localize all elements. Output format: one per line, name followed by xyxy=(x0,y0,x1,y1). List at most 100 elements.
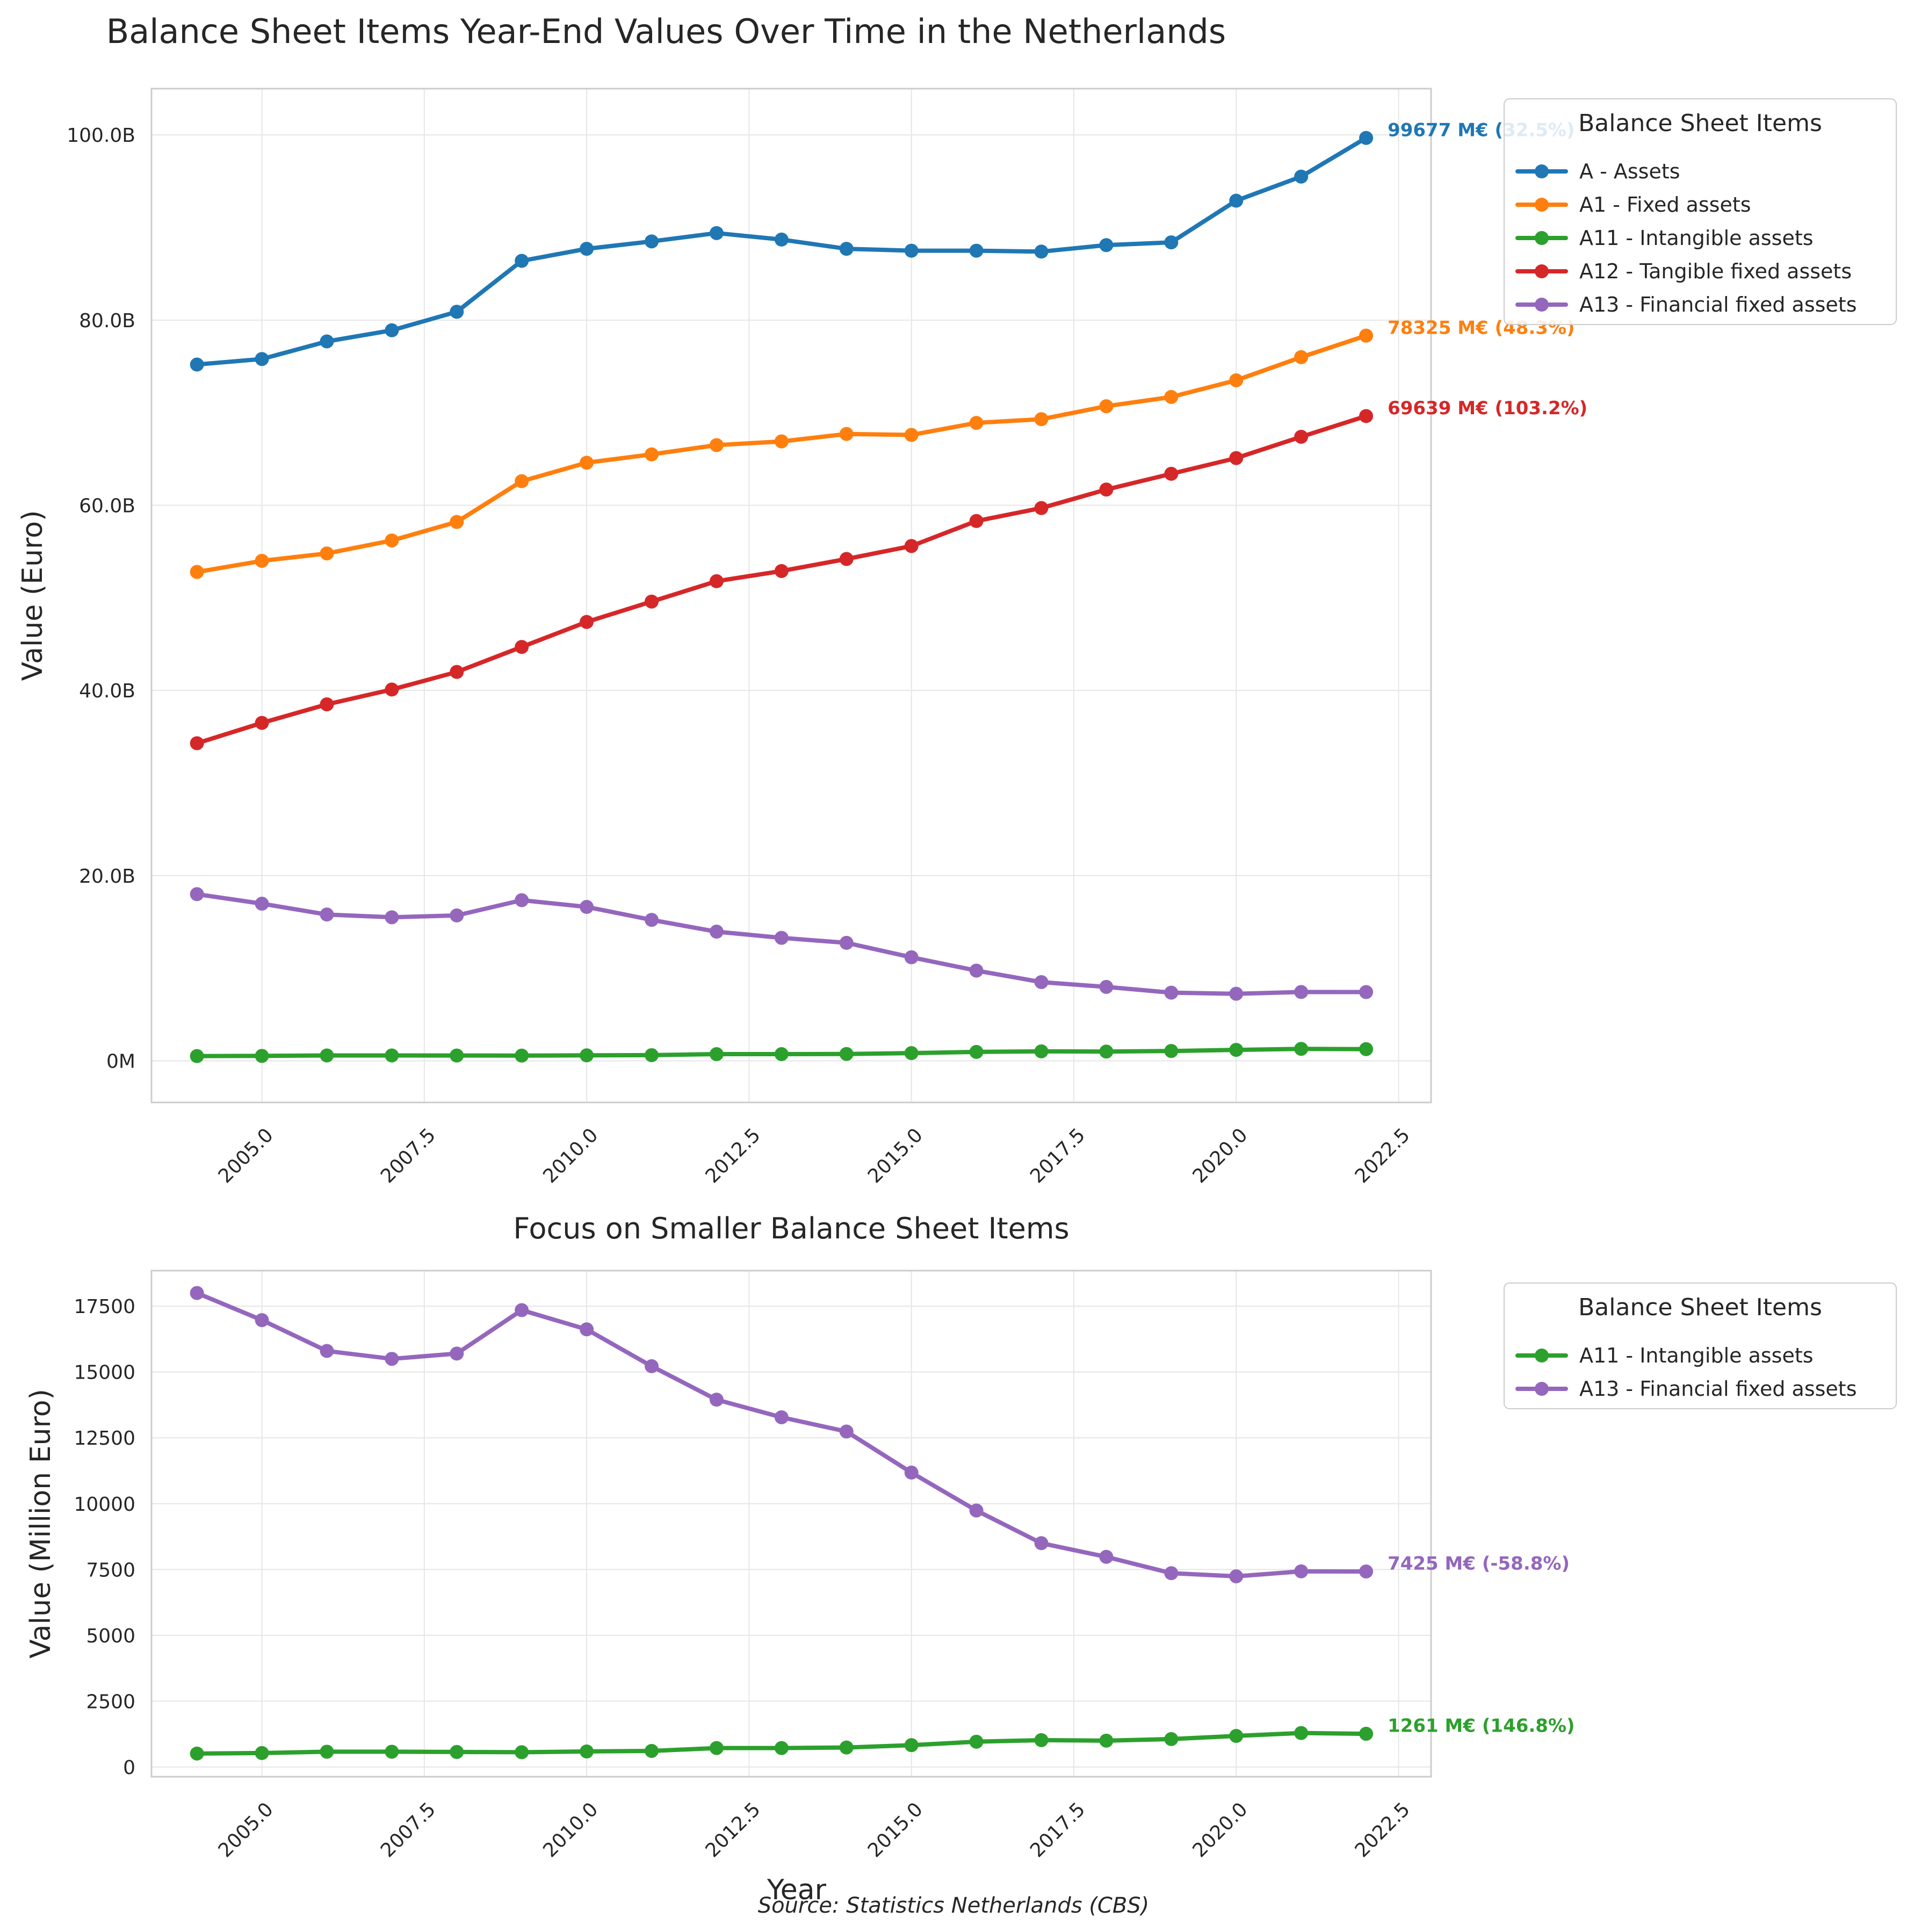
data-point xyxy=(190,565,204,579)
y-tick-label: 80.0B xyxy=(79,310,135,332)
data-point xyxy=(1229,1729,1244,1743)
data-point xyxy=(774,931,789,945)
data-point xyxy=(969,243,984,258)
y-tick-label: 2500 xyxy=(86,1691,135,1713)
data-point xyxy=(969,1044,984,1059)
data-point xyxy=(839,552,854,566)
data-point xyxy=(385,682,399,697)
data-point xyxy=(385,533,399,547)
data-point xyxy=(255,553,269,568)
data-point xyxy=(190,357,204,372)
data-point xyxy=(774,1047,789,1062)
legend-box xyxy=(1504,1282,1897,1409)
plot-frame xyxy=(150,88,1432,1104)
y-tick-label: 60.0B xyxy=(79,495,135,517)
y-tick-label: 40.0B xyxy=(79,680,135,702)
data-point xyxy=(515,1303,529,1317)
data-point xyxy=(190,1746,204,1761)
legend-marker xyxy=(1535,1382,1549,1396)
data-point xyxy=(904,1046,919,1061)
y-tick-label: 0 xyxy=(123,1757,135,1779)
data-point xyxy=(1164,235,1179,250)
legend-title: Balance Sheet Items xyxy=(1578,110,1822,137)
data-point xyxy=(1099,1044,1114,1059)
y-axis-label: Value (Euro) xyxy=(17,510,49,681)
data-point xyxy=(774,1410,789,1424)
data-point xyxy=(515,1048,529,1063)
data-point xyxy=(320,1048,334,1063)
data-point xyxy=(515,893,529,907)
data-point xyxy=(839,1047,854,1061)
figure-title: Balance Sheet Items Year-End Values Over… xyxy=(106,12,1226,51)
data-point xyxy=(1164,985,1179,1000)
data-point xyxy=(450,1744,464,1759)
data-point xyxy=(839,427,854,441)
data-point xyxy=(1034,501,1049,515)
data-point xyxy=(385,1048,399,1063)
legend-marker xyxy=(1535,164,1549,178)
legend-entry: A - Assets xyxy=(1579,160,1680,183)
data-point xyxy=(320,334,334,349)
y-tick-label: 7500 xyxy=(86,1559,135,1581)
data-point xyxy=(320,1744,334,1759)
data-point xyxy=(645,234,659,249)
data-point xyxy=(1034,412,1049,427)
data-point xyxy=(839,1424,854,1439)
data-point xyxy=(320,546,334,561)
data-point xyxy=(1164,1732,1179,1746)
data-point xyxy=(969,963,984,978)
legend-entry: A13 - Financial fixed assets xyxy=(1579,293,1857,316)
data-point xyxy=(904,1465,919,1480)
data-point xyxy=(450,1048,464,1063)
data-point xyxy=(515,254,529,268)
data-point xyxy=(1099,1733,1114,1748)
data-point xyxy=(450,515,464,529)
data-point xyxy=(709,574,724,588)
data-point xyxy=(1359,131,1374,145)
legend-box xyxy=(1504,98,1897,325)
data-point xyxy=(1294,1042,1309,1056)
end-value-label: 1261 M€ (146.8%) xyxy=(1388,1715,1574,1737)
y-tick-label: 15000 xyxy=(74,1362,135,1384)
data-point xyxy=(320,907,334,922)
y-tick-label: 20.0B xyxy=(79,866,135,888)
data-point xyxy=(969,416,984,430)
data-point xyxy=(580,615,594,629)
data-point xyxy=(1034,975,1049,989)
data-point xyxy=(1034,1733,1049,1747)
x-axis-label: Year xyxy=(767,1874,827,1906)
data-point xyxy=(450,1346,464,1361)
data-point xyxy=(645,1048,659,1062)
data-point xyxy=(969,514,984,528)
data-point xyxy=(255,1746,269,1760)
data-point xyxy=(1229,451,1244,465)
data-point xyxy=(1359,1042,1374,1056)
legend-entry: A13 - Financial fixed assets xyxy=(1579,1377,1857,1401)
data-point xyxy=(709,226,724,240)
data-point xyxy=(774,434,789,449)
data-point xyxy=(385,1744,399,1759)
data-point xyxy=(839,935,854,950)
legend-marker xyxy=(1535,264,1549,278)
data-point xyxy=(904,1738,919,1753)
data-point xyxy=(904,539,919,553)
data-point xyxy=(904,428,919,442)
data-point xyxy=(320,697,334,711)
data-point xyxy=(839,242,854,256)
data-point xyxy=(645,447,659,462)
data-point xyxy=(1229,1569,1244,1584)
data-point xyxy=(904,243,919,258)
legend-title: Balance Sheet Items xyxy=(1578,1294,1822,1321)
source-note: Source: Statistics Netherlands (CBS) xyxy=(758,1893,1150,1918)
data-point xyxy=(190,1049,204,1063)
data-point xyxy=(515,640,529,654)
data-point xyxy=(385,910,399,925)
data-point xyxy=(1229,193,1244,208)
data-point xyxy=(1294,429,1309,444)
y-tick-label: 0M xyxy=(106,1050,135,1072)
data-point xyxy=(1034,244,1049,259)
legend-marker xyxy=(1535,198,1549,212)
data-point xyxy=(774,564,789,578)
data-point xyxy=(1229,373,1244,387)
